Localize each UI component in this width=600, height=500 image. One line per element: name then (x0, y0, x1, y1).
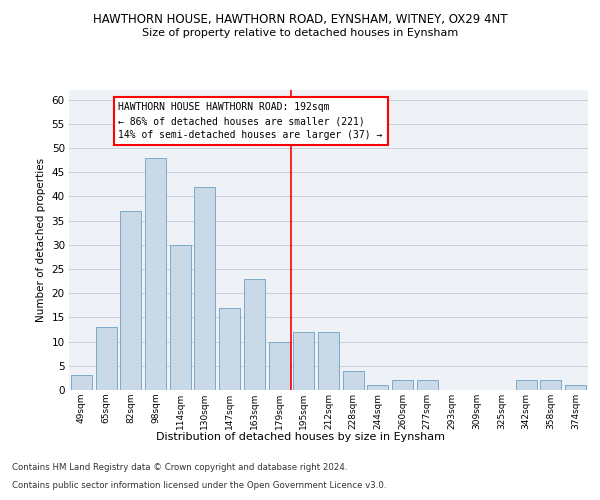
Text: Size of property relative to detached houses in Eynsham: Size of property relative to detached ho… (142, 28, 458, 38)
Bar (565, 385, 586, 390)
Bar (541, 380, 562, 390)
Bar (145, 158, 166, 390)
Bar (71, 376, 92, 390)
Bar (293, 332, 314, 390)
Bar (516, 380, 537, 390)
Bar (269, 342, 290, 390)
Text: HAWTHORN HOUSE, HAWTHORN ROAD, EYNSHAM, WITNEY, OX29 4NT: HAWTHORN HOUSE, HAWTHORN ROAD, EYNSHAM, … (93, 12, 507, 26)
Bar (219, 308, 240, 390)
Bar (318, 332, 339, 390)
Bar (170, 245, 191, 390)
Text: HAWTHORN HOUSE HAWTHORN ROAD: 192sqm
← 86% of detached houses are smaller (221)
: HAWTHORN HOUSE HAWTHORN ROAD: 192sqm ← 8… (118, 102, 383, 140)
Bar (95, 327, 116, 390)
Y-axis label: Number of detached properties: Number of detached properties (36, 158, 46, 322)
Bar (417, 380, 438, 390)
Text: Contains public sector information licensed under the Open Government Licence v3: Contains public sector information licen… (12, 481, 386, 490)
Text: Contains HM Land Registry data © Crown copyright and database right 2024.: Contains HM Land Registry data © Crown c… (12, 464, 347, 472)
Bar (120, 211, 141, 390)
Bar (343, 370, 364, 390)
Text: Distribution of detached houses by size in Eynsham: Distribution of detached houses by size … (155, 432, 445, 442)
Bar (194, 187, 215, 390)
Bar (244, 278, 265, 390)
Bar (367, 385, 388, 390)
Bar (392, 380, 413, 390)
